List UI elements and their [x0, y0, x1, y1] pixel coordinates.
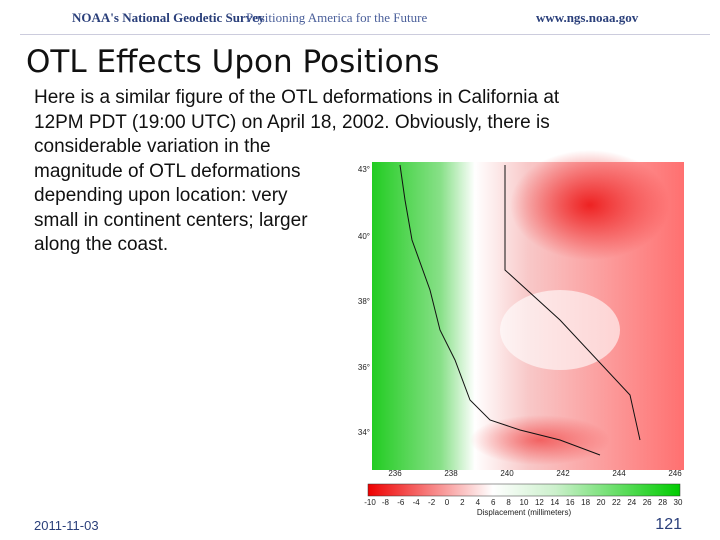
- slide-title: OTL Effects Upon Positions: [26, 44, 440, 80]
- colorbar-tick-label: -2: [428, 498, 436, 507]
- footer-date: 2011-11-03: [34, 518, 99, 533]
- map-high: [470, 415, 610, 465]
- lon-label: 236: [388, 469, 402, 478]
- colorbar-tick-label: -8: [382, 498, 390, 507]
- lon-label: 238: [444, 469, 458, 478]
- colorbar-tick-label: 18: [581, 498, 590, 507]
- coastline: [399, 164, 601, 456]
- colorbar-tick-label: 30: [674, 498, 683, 507]
- colorbar-tick-label: 10: [520, 498, 529, 507]
- lon-label: 240: [500, 469, 514, 478]
- body-line: 12PM PDT (19:00 UTC) on April 18, 2002. …: [34, 111, 550, 133]
- colorbar: [367, 483, 681, 497]
- colorbar-tick-label: 6: [491, 498, 496, 507]
- colorbar-tick-label: 4: [476, 498, 481, 507]
- colorbar-tick-label: 14: [550, 498, 559, 507]
- header: NOAA's National Geodetic Survey Position…: [0, 10, 720, 32]
- colorbar-tick-label: 26: [643, 498, 652, 507]
- colorbar-tick-label: -4: [413, 498, 421, 507]
- body-line: along the coast.: [34, 234, 169, 255]
- colorbar-tick-label: 20: [597, 498, 606, 507]
- body-line: small in continent centers; larger: [34, 209, 308, 231]
- body-line: considerable variation in the: [34, 136, 271, 157]
- colorbar-tick-label: -6: [397, 498, 405, 507]
- map-high: [510, 150, 670, 260]
- lat-label: 40°: [358, 232, 370, 241]
- colorbar-tick-label: 12: [535, 498, 544, 507]
- lon-label: 246: [668, 469, 682, 478]
- lat-label: 38°: [358, 297, 370, 306]
- state-border: [504, 165, 641, 441]
- lat-label: 43°: [358, 165, 370, 174]
- lat-label: 36°: [358, 363, 370, 372]
- body-line: magnitude of OTL deformations: [34, 160, 301, 182]
- colorbar-tick-label: 8: [506, 498, 511, 507]
- page-number: 121: [655, 516, 682, 533]
- header-rule: [20, 34, 710, 35]
- lon-label: 242: [556, 469, 570, 478]
- colorbar-tick-label: -10: [364, 498, 376, 507]
- header-url: www.ngs.noaa.gov: [536, 10, 639, 25]
- colorbar-tick-label: 0: [445, 498, 450, 507]
- lon-label: 244: [612, 469, 626, 478]
- lat-label: 34°: [358, 428, 370, 437]
- colorbar-tick-label: 28: [658, 498, 667, 507]
- body-line: depending upon location: very: [34, 185, 288, 206]
- body-text: Here is a similar figure of the OTL defo…: [34, 86, 559, 258]
- header-org: NOAA's National Geodetic Survey: [72, 10, 265, 25]
- header-motto: Positioning America for the Future: [246, 10, 428, 25]
- map-low: [500, 290, 620, 370]
- colorbar-tick-label: 24: [627, 498, 636, 507]
- colorbar-label: Displacement (millimeters): [477, 508, 572, 517]
- colorbar-tick-label: 22: [612, 498, 621, 507]
- colorbar-tick-label: 2: [460, 498, 465, 507]
- colorbar-tick-label: 16: [566, 498, 575, 507]
- body-line: Here is a similar figure of the OTL defo…: [34, 87, 560, 108]
